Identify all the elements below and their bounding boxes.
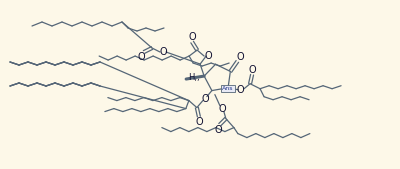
Text: O: O: [195, 117, 203, 127]
Text: O: O: [218, 104, 226, 114]
Text: O: O: [201, 94, 209, 104]
Text: Ans: Ans: [222, 86, 234, 91]
Text: O: O: [236, 52, 244, 62]
Text: O: O: [137, 52, 145, 62]
Text: O: O: [159, 47, 167, 57]
Text: H,,: H,,: [188, 73, 200, 82]
Text: O: O: [248, 65, 256, 75]
Text: O: O: [236, 85, 244, 95]
Text: O: O: [204, 51, 212, 61]
Text: O: O: [214, 125, 222, 135]
Text: O: O: [188, 32, 196, 42]
